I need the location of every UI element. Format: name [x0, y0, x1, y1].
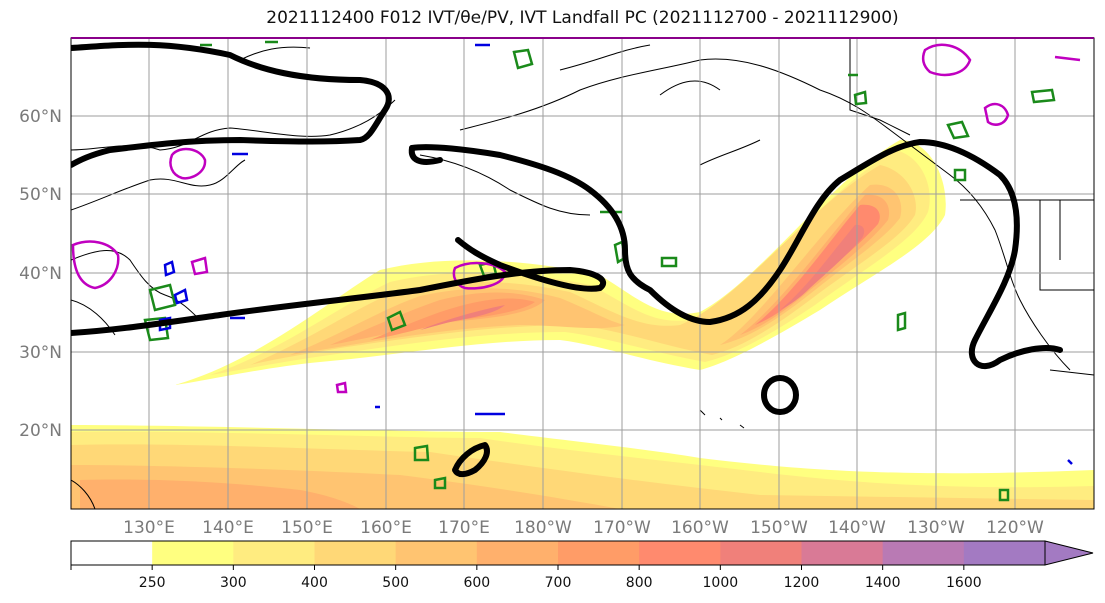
colorbar-cell — [152, 541, 234, 565]
lon-label: 140°E — [202, 518, 254, 538]
lon-label: 170°W — [593, 518, 651, 538]
colorbar-cell — [314, 541, 397, 565]
lon-label: 180°W — [514, 518, 572, 538]
lon-label: 160°W — [671, 518, 729, 538]
ivt-atmospheric-river — [175, 140, 946, 385]
lat-label: 40°N — [19, 264, 62, 284]
colorbar-cell — [233, 541, 315, 565]
ivt-southern-band — [71, 425, 1094, 509]
colorbar-cells — [71, 541, 1046, 565]
colorbar-cell — [395, 541, 478, 565]
colorbar-tick-label: 500 — [382, 575, 409, 591]
pv-contours — [143, 40, 1056, 502]
colorbar-tick-label: 1200 — [784, 575, 820, 591]
colorbar-tick-label: 800 — [626, 575, 653, 591]
colorbar-cell — [882, 541, 965, 565]
gridlines — [71, 38, 1094, 509]
lat-label: 20°N — [19, 421, 62, 441]
lon-label: 150°E — [281, 518, 333, 538]
colorbar-tick-label: 1600 — [946, 575, 982, 591]
lon-label: 160°E — [360, 518, 412, 538]
lon-label: 120°W — [986, 518, 1044, 538]
thetae-contours — [71, 43, 1081, 394]
colorbar-tick-label: 300 — [220, 575, 247, 591]
pv-negative-contours — [158, 43, 1073, 465]
colorbar-cell — [476, 541, 559, 565]
lon-label: 130°E — [123, 518, 175, 538]
map-content — [71, 38, 1094, 509]
lon-label: 140°W — [828, 518, 886, 538]
lat-label: 30°N — [19, 343, 62, 363]
colorbar-cell — [558, 541, 640, 565]
colorbar: 250 300 400 500 600 700 800 1000 1200 1400 1600 — [70, 540, 1094, 591]
colorbar-tick-label: 1400 — [865, 575, 901, 591]
colorbar-tick-label: 250 — [139, 575, 166, 591]
map-title: 2021112400 F012 IVT/θe/PV, IVT Landfall … — [266, 8, 899, 28]
colorbar-extend-arrow — [1044, 540, 1094, 566]
colorbar-cell — [801, 541, 884, 565]
landfall-pc-contours — [71, 41, 1063, 478]
colorbar-cell — [71, 541, 153, 565]
lon-label: 150°W — [750, 518, 808, 538]
colorbar-tick-label: 600 — [463, 575, 490, 591]
colorbar-tick-label: 400 — [301, 575, 328, 591]
colorbar-tick-label: 700 — [545, 575, 572, 591]
lon-label: 130°W — [907, 518, 965, 538]
longitude-labels: 130°E 140°E 150°E 160°E 170°E 180°W 170°… — [123, 518, 1044, 538]
colorbar-tick-label: 1000 — [703, 575, 739, 591]
lat-label: 50°N — [19, 185, 62, 205]
latitude-labels: 60°N 50°N 40°N 30°N 20°N — [19, 107, 62, 441]
lat-label: 60°N — [19, 107, 62, 127]
colorbar-cell — [963, 541, 1046, 565]
colorbar-cell — [639, 541, 721, 565]
lon-label: 170°E — [438, 518, 490, 538]
colorbar-cell — [720, 541, 802, 565]
colorbar-ticks: 250 300 400 500 600 700 800 1000 1200 1400 1600 — [70, 565, 982, 591]
